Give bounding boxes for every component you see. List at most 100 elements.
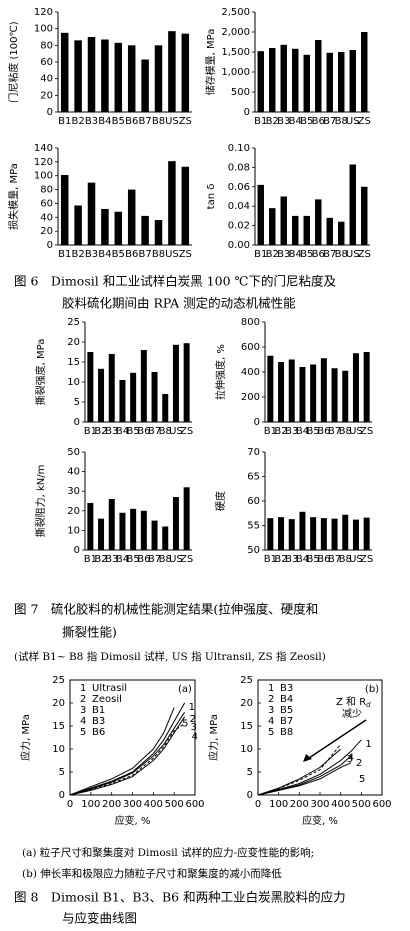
y-tick-label: 120 <box>34 7 53 18</box>
y-tick-label: 25 <box>67 317 80 328</box>
bar <box>98 368 105 422</box>
y-tick-label: 15 <box>67 357 80 368</box>
legend-number: 3 <box>80 705 86 716</box>
x-tick-label: B8 <box>152 116 165 127</box>
bar <box>310 364 317 422</box>
x-tick-label: B8 <box>339 554 352 565</box>
x-axis-label: 应变, % <box>302 814 338 827</box>
bar <box>119 512 126 550</box>
x-tick-label: B1 <box>84 554 97 565</box>
bar <box>315 40 322 112</box>
y-tick-label: 0.08 <box>228 162 250 173</box>
bar <box>288 519 295 550</box>
x-tick-label: ZS <box>179 249 192 260</box>
bar <box>114 211 123 245</box>
x-tick-label: B7 <box>138 249 151 260</box>
y-tick-label: 15 <box>52 721 65 732</box>
y-tick-label: 60 <box>40 57 53 68</box>
curve-label: 1 <box>365 739 371 750</box>
x-tick-label: 500 <box>165 799 184 810</box>
bar <box>154 45 163 113</box>
y-tick-label: 70 <box>247 447 260 458</box>
x-tick-label: B5 <box>307 426 320 437</box>
y-tick-label: 10 <box>52 744 65 755</box>
y-tick-label: 0.06 <box>228 182 250 193</box>
bar <box>292 48 299 112</box>
x-tick-label: B7 <box>323 116 336 127</box>
bar <box>127 45 136 113</box>
annotation-text: Z 和 R <box>336 696 366 708</box>
bar <box>181 166 190 245</box>
curve-label: 1 <box>189 702 195 713</box>
bar <box>60 175 69 245</box>
note: (a) 粒子尺寸和聚集度对 Dimosil 试样的应力-应变性能的影响; <box>22 846 314 859</box>
caption: 图 6 Dimosil 和工业试样白炭黑 100 ℃下的门尼粘度及 <box>14 274 336 289</box>
annotation: 减少 <box>342 708 362 720</box>
y-axis-label: 损失模量, MPa <box>7 163 20 230</box>
x-tick-label: B2 <box>94 554 107 565</box>
annotation-sub: d <box>366 701 371 709</box>
bar <box>267 355 274 422</box>
x-tick-label: 400 <box>144 799 163 810</box>
bar <box>299 367 306 422</box>
x-tick-label: US <box>169 554 183 565</box>
bar <box>299 511 306 550</box>
y-tick-label: 50 <box>247 545 260 556</box>
bar <box>101 39 109 112</box>
y-tick-label: 20 <box>67 337 80 348</box>
bar <box>183 487 190 550</box>
curve <box>69 723 185 796</box>
bar <box>363 517 370 550</box>
x-tick-label: B3 <box>105 554 118 565</box>
y-tick-label: 1,000 <box>221 67 250 78</box>
y-tick-label: 800 <box>241 317 260 328</box>
bar <box>361 32 368 112</box>
legend-number: 4 <box>268 716 274 727</box>
bar <box>326 52 333 112</box>
panel-label: (b) <box>365 684 379 695</box>
x-tick-label: 200 <box>102 799 121 810</box>
bar <box>87 352 94 422</box>
y-tick-label: 140 <box>34 143 53 154</box>
x-tick-label: B1 <box>58 249 71 260</box>
x-tick-label: US <box>346 249 360 260</box>
y-tick-label: 100 <box>34 171 53 182</box>
y-axis-label: 应力, MPa <box>207 714 220 761</box>
x-tick-label: ZS <box>180 426 193 437</box>
x-tick-label: B5 <box>112 249 125 260</box>
x-tick-label: ZS <box>179 116 192 127</box>
bar <box>108 354 115 422</box>
x-tick-label: US <box>165 116 179 127</box>
y-tick-label: 5 <box>247 767 253 778</box>
x-axis-label: 应变, % <box>115 814 151 827</box>
y-tick-label: 60 <box>40 198 53 209</box>
y-axis-label: 拉伸强度, % <box>214 344 227 400</box>
x-tick-label: B6 <box>125 249 138 260</box>
caption: 与应变曲线图 <box>62 911 137 926</box>
curve-label: 2 <box>190 714 196 725</box>
y-tick-label: 2,500 <box>221 7 250 18</box>
y-tick-label: 0.00 <box>228 240 250 251</box>
legend-label: Ultrasil <box>92 683 127 694</box>
legend-number: 1 <box>80 683 86 694</box>
bar <box>257 51 264 112</box>
legend-label: B6 <box>92 727 105 738</box>
bar <box>172 344 179 422</box>
x-tick-label: B4 <box>98 116 111 127</box>
y-tick-label: 30 <box>67 486 80 497</box>
y-axis-label: 撕裂强度, MPa <box>34 339 47 406</box>
x-tick-label: B6 <box>317 426 330 437</box>
x-tick-label: B5 <box>300 249 313 260</box>
legend-number: 5 <box>80 727 86 738</box>
y-tick-label: 400 <box>241 367 260 378</box>
y-tick-label: 80 <box>40 40 53 51</box>
x-tick-label: B8 <box>152 249 165 260</box>
bar <box>269 208 276 245</box>
x-tick-label: B6 <box>317 554 330 565</box>
bar <box>280 196 287 245</box>
x-tick-label: US <box>349 554 363 565</box>
bar <box>98 518 105 550</box>
y-tick-label: 500 <box>231 87 250 98</box>
bar <box>168 31 176 113</box>
